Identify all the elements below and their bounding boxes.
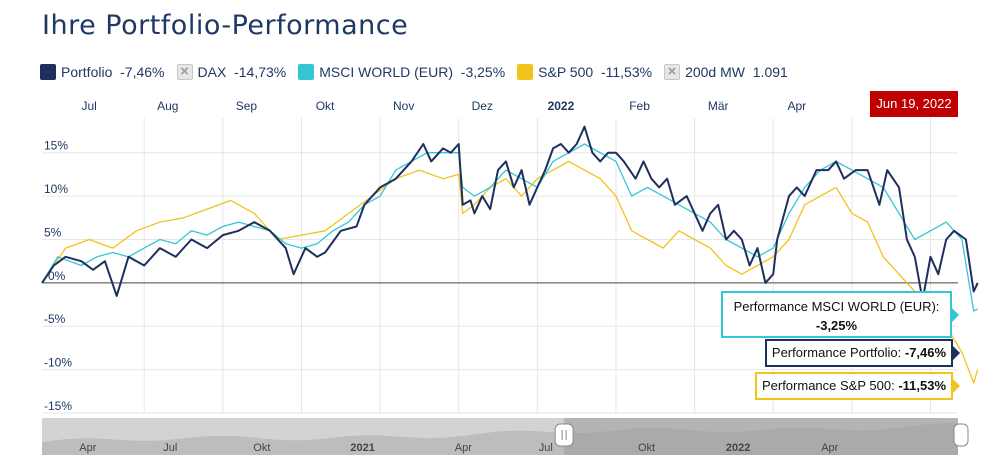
tooltip-portfolio-value: -7,46% [904,345,947,360]
tooltip-portfolio: Performance Portfolio: -7,46% [765,339,953,367]
series-line-portfolio [41,125,979,302]
tooltip-sp500-value: -11,53% [898,378,947,393]
legend-item-dax[interactable]: × DAX -14,73% [176,64,287,80]
y-tick-label-3: 0% [48,269,66,283]
navigator-label-7: 2022 [726,442,750,454]
tooltip-portfolio-arrow-icon [953,346,960,360]
tooltip-msci: Performance MSCI WORLD (EUR): -3,25% [721,291,952,338]
navigator-selected-range [564,418,958,455]
200d-disabled-x-icon: × [664,64,681,80]
navigator-label-5: Jul [539,442,553,454]
legend-item-msci[interactable]: MSCI WORLD (EUR) -3,25% [298,64,505,80]
tooltip-msci-value: -3,25% [815,318,858,333]
navigator-handle-right[interactable] [953,423,969,447]
series-line-msci-world-eur- [41,143,979,312]
tooltip-sp500: Performance S&P 500: -11,53% [755,372,953,400]
legend-label-sp500: S&P 500 [538,64,594,80]
msci-swatch-icon [298,64,315,80]
y-tick-label-5: -10% [44,356,72,370]
y-tick-label-2: 5% [44,225,62,239]
x-tick-label-1: Aug [157,99,178,113]
x-tick-label-8: Mär [708,99,729,113]
legend-label-dax: DAX [197,64,227,80]
chart-legend: Portfolio -7,46% × DAX -14,73% MSCI WORL… [40,64,800,80]
legend-item-200d[interactable]: × 200d MW 1.091 [664,64,788,80]
tooltip-portfolio-label: Performance Portfolio: [771,345,902,360]
legend-value-portfolio: -7,46% [120,64,165,80]
legend-value-sp500: -11,53% [600,64,653,80]
navigator-label-0: Apr [79,442,96,454]
tooltip-sp500-label: Performance S&P 500: [761,378,895,393]
tooltip-sp500-arrow-icon [953,379,960,393]
navigator-label-2: Okt [253,442,270,454]
x-tick-label-6: 2022 [548,99,575,113]
tooltip-msci-label: Performance MSCI WORLD (EUR): [733,299,940,314]
navigator-handle-left[interactable] [554,423,574,447]
dax-disabled-x-icon: × [176,64,193,80]
legend-value-200d: 1.091 [752,64,788,80]
legend-item-sp500[interactable]: S&P 500 -11,53% [517,64,652,80]
legend-item-portfolio[interactable]: Portfolio -7,46% [40,64,165,80]
tooltip-msci-arrow-icon [952,308,959,322]
portfolio-swatch-icon [40,64,56,80]
y-tick-label-6: -15% [44,399,72,413]
y-tick-label-0: 15% [44,139,68,153]
x-tick-label-5: Dez [472,99,493,113]
date-badge: Jun 19, 2022 [870,91,958,117]
navigator-label-1: Jul [163,442,177,454]
x-tick-label-3: Okt [316,99,335,113]
navigator-label-4: Apr [455,442,472,454]
x-tick-label-9: Apr [787,99,806,113]
navigator-label-3: 2021 [350,442,374,454]
x-tick-label-0: Jul [82,99,97,113]
x-tick-label-7: Feb [629,99,650,113]
page-title: Ihre Portfolio-Performance [42,10,409,41]
legend-label-portfolio: Portfolio [61,64,113,80]
x-tick-label-4: Nov [393,99,414,113]
y-tick-label-4: -5% [44,312,66,326]
series-line-s-p-500 [41,160,979,384]
navigator-label-8: Apr [821,442,838,454]
legend-value-dax: -14,73% [234,64,287,80]
legend-label-msci: MSCI WORLD (EUR) [319,64,454,80]
legend-value-msci: -3,25% [460,64,506,80]
sp500-swatch-icon [517,64,534,80]
navigator-label-6: Okt [638,442,655,454]
x-tick-label-2: Sep [236,99,258,113]
y-tick-label-1: 10% [44,182,68,196]
legend-label-200d: 200d MW [685,64,745,80]
